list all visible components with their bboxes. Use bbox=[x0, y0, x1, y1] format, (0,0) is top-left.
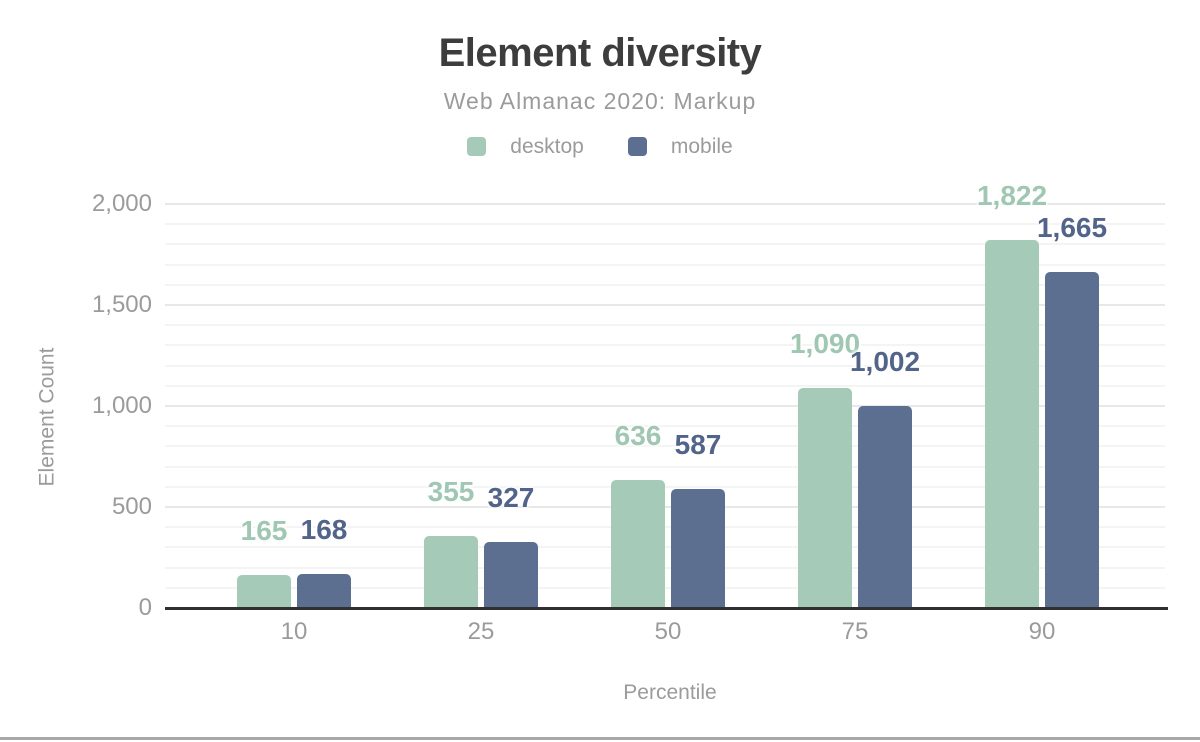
bar-value-mobile-p10: 168 bbox=[300, 514, 348, 545]
y-tick-label: 2,000 bbox=[91, 190, 152, 217]
minor-gridline bbox=[165, 445, 1165, 447]
page-bottom-divider bbox=[0, 737, 1200, 740]
bar-mobile-p25[interactable] bbox=[484, 542, 538, 608]
minor-gridline bbox=[165, 264, 1165, 266]
bar-desktop-p90[interactable] bbox=[985, 240, 1039, 608]
bar-desktop-p50[interactable] bbox=[611, 480, 665, 608]
minor-gridline bbox=[165, 526, 1165, 528]
minor-gridline bbox=[165, 385, 1165, 387]
bar-value-desktop-p75: 1,090 bbox=[789, 328, 861, 359]
mobile-swatch-icon bbox=[627, 137, 647, 156]
bar-mobile-p50[interactable] bbox=[671, 489, 725, 608]
x-axis-title: Percentile bbox=[623, 681, 717, 704]
bar-mobile-p75[interactable] bbox=[858, 406, 912, 608]
minor-gridline bbox=[165, 567, 1165, 569]
bar-desktop-p10[interactable] bbox=[237, 575, 291, 608]
major-gridline bbox=[165, 203, 1165, 205]
legend-label-mobile: mobile bbox=[670, 135, 733, 158]
bar-value-desktop-p50: 636 bbox=[614, 420, 662, 451]
bar-value-desktop-p10: 165 bbox=[240, 515, 288, 546]
y-tick-label: 1,500 bbox=[91, 291, 152, 318]
minor-gridline bbox=[165, 425, 1165, 427]
legend-label-desktop: desktop bbox=[510, 135, 584, 158]
bar-value-mobile-p25: 327 bbox=[487, 482, 535, 513]
minor-gridline bbox=[165, 546, 1165, 548]
minor-gridline bbox=[165, 344, 1165, 346]
y-tick-label: 0 bbox=[138, 594, 152, 621]
x-tick-label: 10 bbox=[280, 618, 308, 645]
x-tick-label: 90 bbox=[1028, 618, 1056, 645]
bar-desktop-p75[interactable] bbox=[798, 388, 852, 608]
bar-value-mobile-p50: 587 bbox=[674, 429, 722, 460]
major-gridline bbox=[165, 405, 1165, 407]
chart-title: Element diversity bbox=[438, 31, 762, 75]
bar-value-mobile-p75: 1,002 bbox=[849, 346, 921, 377]
bar-value-mobile-p90: 1,665 bbox=[1036, 212, 1108, 243]
bar-desktop-p25[interactable] bbox=[424, 536, 478, 608]
bar-value-desktop-p90: 1,822 bbox=[976, 180, 1048, 211]
chart-legend: desktop mobile bbox=[0, 136, 1200, 157]
x-tick-label: 25 bbox=[467, 618, 495, 645]
minor-gridline bbox=[165, 223, 1165, 225]
legend-item-desktop: desktop bbox=[467, 136, 584, 157]
x-axis-line bbox=[165, 607, 1168, 610]
minor-gridline bbox=[165, 243, 1165, 245]
major-gridline bbox=[165, 506, 1165, 508]
bar-value-desktop-p25: 355 bbox=[427, 476, 475, 507]
desktop-swatch-icon bbox=[467, 137, 487, 156]
legend-item-mobile: mobile bbox=[627, 135, 733, 158]
minor-gridline bbox=[165, 466, 1165, 468]
x-tick-label: 50 bbox=[654, 618, 682, 645]
minor-gridline bbox=[165, 324, 1165, 326]
major-gridline bbox=[165, 304, 1165, 306]
x-tick-label: 75 bbox=[841, 618, 869, 645]
bar-mobile-p10[interactable] bbox=[297, 574, 351, 608]
bar-mobile-p90[interactable] bbox=[1045, 272, 1099, 608]
chart-subtitle: Web Almanac 2020: Markup bbox=[443, 88, 757, 114]
y-tick-label: 1,000 bbox=[91, 392, 152, 419]
y-tick-label: 500 bbox=[111, 493, 152, 520]
minor-gridline bbox=[165, 284, 1165, 286]
minor-gridline bbox=[165, 365, 1165, 367]
minor-gridline bbox=[165, 486, 1165, 488]
minor-gridline bbox=[165, 587, 1165, 589]
